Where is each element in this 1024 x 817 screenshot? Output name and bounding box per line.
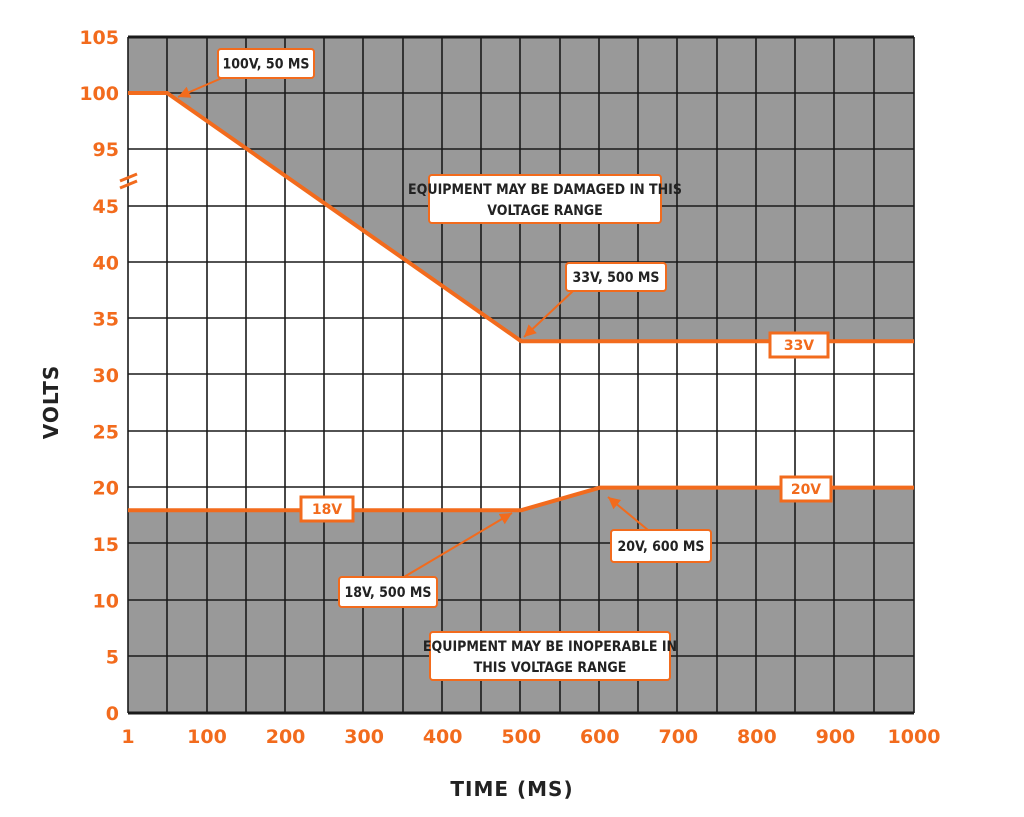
- region-label-line: EQUIPMENT MAY BE INOPERABLE IN: [423, 639, 677, 655]
- region-label-line: EQUIPMENT MAY BE DAMAGED IN THIS: [408, 182, 682, 198]
- y-tick-label: 45: [93, 196, 119, 218]
- x-tick-label: 300: [344, 726, 384, 748]
- x-tick-label: 1: [121, 726, 134, 748]
- tag-box: [779, 475, 833, 503]
- annotation-label: 20V, 600 MS: [618, 539, 705, 555]
- line-value-tag: 18V: [299, 495, 355, 523]
- x-tick-label: 100: [187, 726, 227, 748]
- x-tick-label: 600: [580, 726, 620, 748]
- x-tick-label: 500: [501, 726, 541, 748]
- y-tick-label: 20: [93, 478, 119, 500]
- annotation-box: [338, 576, 438, 608]
- tag-box: [299, 495, 355, 523]
- inoperable-region-label: EQUIPMENT MAY BE INOPERABLE IN THIS VOLTA…: [423, 631, 677, 681]
- annotation-box: [565, 262, 667, 292]
- axis-ticks: 0 5 10 15 20 25 30 35 40 45 95 100 105 1 100 200 300 400 5…: [79, 27, 940, 748]
- y-tick-label: 15: [93, 534, 119, 556]
- tag-label: 33V: [784, 338, 814, 354]
- annotation-arrow: [403, 512, 513, 578]
- x-tick-label: 1000: [888, 726, 941, 748]
- y-tick-label: 105: [79, 27, 119, 49]
- x-tick-label: 200: [266, 726, 306, 748]
- point-annotation: 18V, 500 MS: [338, 512, 513, 608]
- annotation-box: [217, 48, 315, 79]
- point-annotation: 100V, 50 MS: [177, 48, 315, 98]
- y-tick-label: 100: [79, 83, 119, 105]
- annotation-box: [610, 529, 712, 563]
- x-tick-label: 900: [816, 726, 856, 748]
- x-tick-label: 700: [658, 726, 698, 748]
- y-axis-title: VOLTS: [39, 365, 63, 440]
- annotation-arrow: [607, 496, 649, 531]
- tag-box: [768, 331, 830, 359]
- y-tick-label: 95: [93, 139, 119, 161]
- tag-label: 20V: [791, 482, 821, 498]
- annotation-arrow: [177, 77, 223, 98]
- x-axis-title: TIME (MS): [450, 777, 573, 801]
- point-annotation: 33V, 500 MS: [523, 262, 667, 338]
- axis-break-mark: [119, 172, 138, 190]
- damage-region-label: EQUIPMENT MAY BE DAMAGED IN THIS VOLTAGE …: [408, 174, 682, 224]
- x-tick-label: 800: [737, 726, 777, 748]
- y-tick-label: 10: [93, 590, 119, 612]
- annotation-arrow: [523, 290, 574, 338]
- annotations: 100V, 50 MS 33V, 500 MS 18V, 500 MS 20V, 60…: [177, 48, 833, 681]
- y-tick-label: 30: [93, 365, 119, 387]
- region-label-line: THIS VOLTAGE RANGE: [474, 660, 627, 676]
- line-value-tag: 20V: [779, 475, 833, 503]
- point-annotation: 20V, 600 MS: [607, 496, 712, 563]
- annotation-label: 18V, 500 MS: [345, 585, 432, 601]
- annotation-label: 33V, 500 MS: [573, 270, 660, 286]
- line-value-tag: 33V: [768, 331, 830, 359]
- y-tick-label: 0: [106, 703, 119, 725]
- region-label-box: [428, 174, 662, 224]
- x-tick-label: 400: [423, 726, 463, 748]
- y-tick-label: 40: [93, 252, 119, 274]
- region-label-box: [429, 631, 671, 681]
- y-tick-label: 25: [93, 421, 119, 443]
- y-tick-label: 5: [106, 647, 119, 669]
- damage-threshold-line: [128, 91, 914, 344]
- annotation-label: 100V, 50 MS: [223, 57, 310, 73]
- y-tick-label: 35: [93, 309, 119, 331]
- region-label-line: VOLTAGE RANGE: [487, 203, 602, 219]
- tag-label: 18V: [312, 502, 342, 518]
